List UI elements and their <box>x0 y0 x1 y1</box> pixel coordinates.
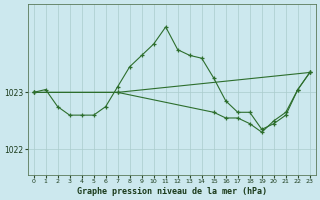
X-axis label: Graphe pression niveau de la mer (hPa): Graphe pression niveau de la mer (hPa) <box>77 187 267 196</box>
